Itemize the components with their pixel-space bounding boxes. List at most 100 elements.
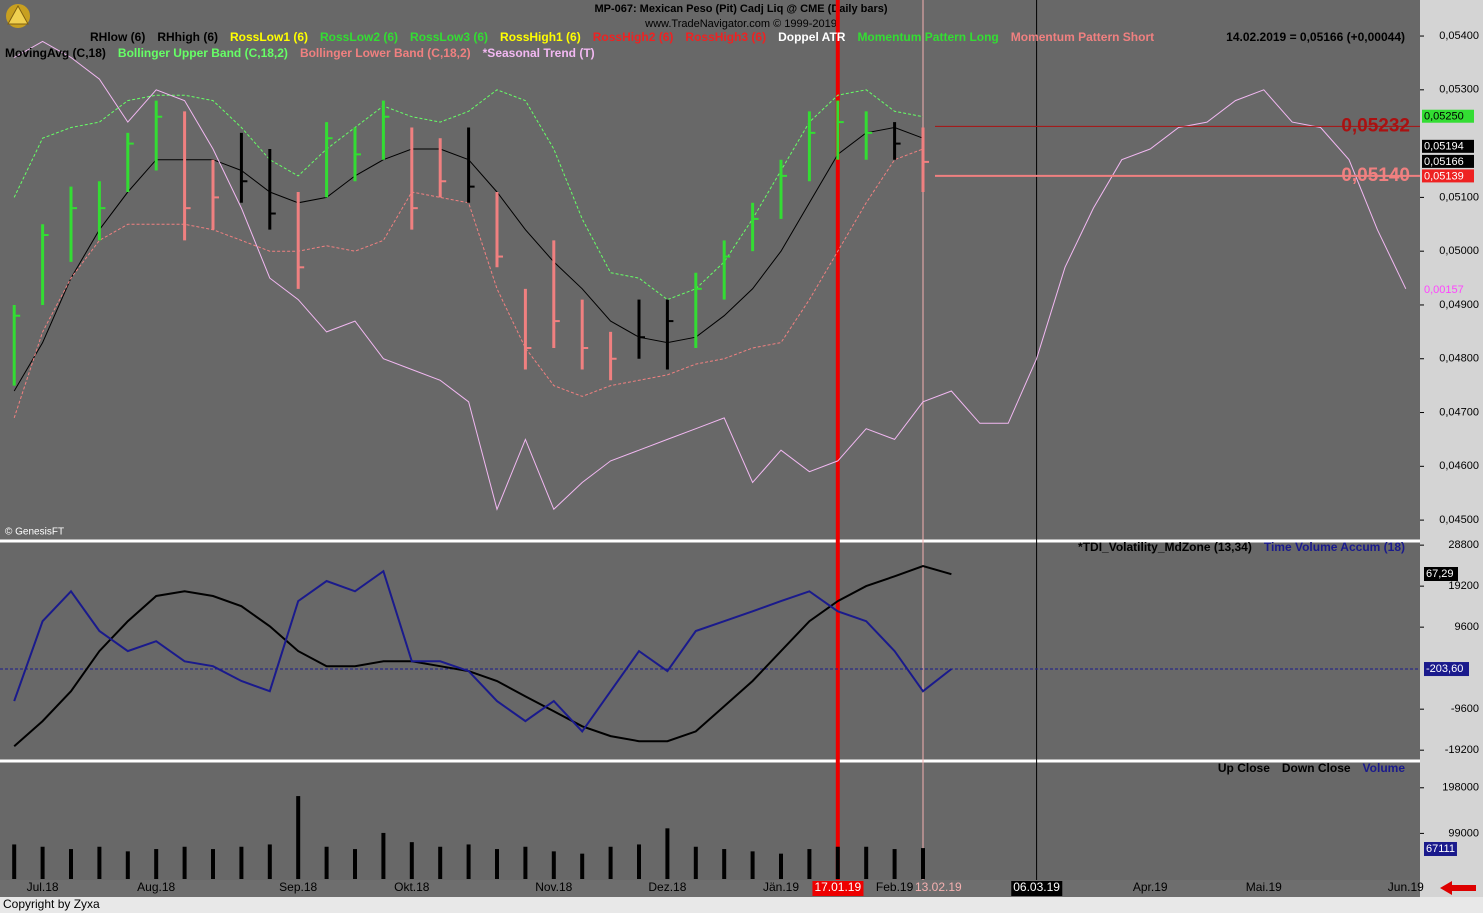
legend-entry: Bollinger Lower Band (C,18,2) bbox=[300, 46, 471, 60]
x-tick-label: Jän.19 bbox=[763, 880, 799, 894]
y-tick-label: 9600 bbox=[1455, 621, 1479, 633]
volume-bar bbox=[466, 844, 471, 879]
volume-bar bbox=[750, 851, 755, 879]
volume-bar bbox=[637, 844, 641, 879]
price-box-label: 0,05139 bbox=[1424, 170, 1464, 182]
level-label: 0,05232 bbox=[1341, 115, 1410, 136]
chart-subtitle: www.TradeNavigator.com © 1999-2019 bbox=[644, 18, 837, 30]
chart-title: MP-067: Mexican Peso (Pit) Cadj Liq @ CM… bbox=[594, 3, 887, 15]
x-axis-background bbox=[0, 880, 1420, 897]
price-box-label: 0,05194 bbox=[1424, 141, 1464, 153]
note: 0,00157 bbox=[1424, 284, 1464, 296]
axis-background bbox=[1420, 0, 1483, 897]
volume-bar bbox=[495, 849, 499, 879]
price-box bbox=[1422, 169, 1474, 183]
value-box bbox=[1424, 567, 1458, 581]
legend-entry: Bollinger Upper Band (C,18,2) bbox=[118, 46, 288, 60]
volume-bar bbox=[665, 828, 670, 879]
volume-bar bbox=[154, 849, 159, 879]
volume-bar bbox=[97, 846, 102, 879]
volume-bar bbox=[12, 844, 17, 879]
x-tick-label: Sep.18 bbox=[279, 880, 317, 894]
legend-entry: RossHigh2 (6) bbox=[593, 30, 674, 44]
ref-box bbox=[1424, 662, 1469, 677]
value-box bbox=[1424, 842, 1457, 856]
footer-background bbox=[0, 897, 1483, 913]
value-box-label: 67,29 bbox=[1426, 568, 1454, 580]
legend-entry: MovingAvg (C,18) bbox=[5, 46, 106, 60]
y-tick-label: 0,05100 bbox=[1439, 191, 1479, 203]
volume-bar bbox=[438, 846, 443, 879]
x-tick-label: Nov.18 bbox=[535, 880, 572, 894]
volume-bar bbox=[921, 848, 925, 879]
y-tick-label: 198000 bbox=[1442, 782, 1479, 794]
volume-bar bbox=[580, 853, 585, 879]
volume-bar bbox=[864, 846, 869, 879]
volume-bar bbox=[69, 849, 73, 879]
y-tick-label: -9600 bbox=[1451, 703, 1479, 715]
volume-bar bbox=[523, 846, 528, 879]
legend-entry: RossLow2 (6) bbox=[320, 30, 398, 44]
series-line bbox=[13, 569, 953, 733]
volume-bar bbox=[353, 849, 357, 879]
x-tick-label: Mai.19 bbox=[1246, 880, 1282, 894]
scroll-arrow[interactable] bbox=[1440, 881, 1476, 895]
x-tick-label: Aug.18 bbox=[137, 880, 175, 894]
value-box-label: 67111 bbox=[1426, 843, 1455, 855]
volume-bar bbox=[892, 849, 897, 879]
y-tick-label: 0,05300 bbox=[1439, 84, 1479, 96]
volume-bar bbox=[381, 832, 386, 879]
volume-bar bbox=[409, 842, 414, 879]
volume-bar bbox=[296, 796, 301, 879]
y-tick-label: 0,04700 bbox=[1439, 406, 1479, 418]
volume-bar bbox=[807, 849, 812, 879]
legend-entry: Momentum Pattern Short bbox=[1011, 30, 1154, 44]
x-tick-label: Apr.19 bbox=[1133, 880, 1168, 894]
x-label-highlight bbox=[1011, 881, 1063, 896]
legend-entry: Volume bbox=[1363, 761, 1406, 775]
volume-bar bbox=[211, 849, 215, 879]
y-tick-label: 28800 bbox=[1448, 539, 1479, 551]
source: © GenesisFT bbox=[5, 527, 64, 538]
legend-entry: Up Close bbox=[1218, 761, 1270, 775]
volume-bar bbox=[693, 846, 698, 879]
legend-entry: *TDI_Volatility_MdZone (13,34) bbox=[1078, 540, 1252, 554]
y-tick-label: 99000 bbox=[1448, 827, 1479, 839]
volume-bar bbox=[182, 846, 187, 879]
volume-bar bbox=[835, 846, 840, 879]
legend-entry: *Seasonal Trend (T) bbox=[483, 46, 595, 60]
y-tick-label: 0,04900 bbox=[1439, 299, 1479, 311]
volume-bar bbox=[551, 851, 556, 879]
ref-label: -203,60 bbox=[1426, 663, 1463, 675]
y-tick-label: 19200 bbox=[1448, 580, 1479, 592]
series-line bbox=[13, 40, 1407, 511]
legend-entry: Momentum Pattern Long bbox=[857, 30, 998, 44]
x-tick-label: Jun.19 bbox=[1388, 880, 1424, 894]
x-tick-label: Dez.18 bbox=[648, 880, 686, 894]
series-line bbox=[13, 89, 924, 301]
volume-bar bbox=[779, 853, 783, 879]
y-tick-label: 0,04800 bbox=[1439, 353, 1479, 365]
price-box-label: 0,05250 bbox=[1424, 111, 1464, 123]
volume-bar bbox=[267, 844, 272, 879]
x-tick-label: 17.01.19 bbox=[814, 880, 861, 894]
y-tick-label: 0,04600 bbox=[1439, 460, 1479, 472]
x-tick-label: Jul.18 bbox=[27, 880, 59, 894]
legend-entry: Time Volume Accum (18) bbox=[1264, 540, 1405, 554]
legend-entry: RHhigh (6) bbox=[157, 30, 218, 44]
legend-entry: RHlow (6) bbox=[90, 30, 145, 44]
x-tick-label: 06.03.19 bbox=[1013, 880, 1060, 894]
series-line bbox=[13, 565, 952, 748]
legend-entry: RossLow3 (6) bbox=[410, 30, 488, 44]
legend-entry: Doppel ATR bbox=[778, 30, 846, 44]
price-box-label: 0,05166 bbox=[1424, 156, 1464, 168]
plot-background bbox=[0, 0, 1420, 880]
legend-entry: RossHigh3 (6) bbox=[685, 30, 766, 44]
y-tick-label: 0,05400 bbox=[1439, 30, 1479, 42]
x-label-highlight bbox=[812, 881, 864, 896]
volume-bar bbox=[40, 846, 45, 879]
level-label: 0,05140 bbox=[1341, 165, 1410, 186]
status: 14.02.2019 = 0,05166 (+0,00044) bbox=[1226, 30, 1405, 44]
